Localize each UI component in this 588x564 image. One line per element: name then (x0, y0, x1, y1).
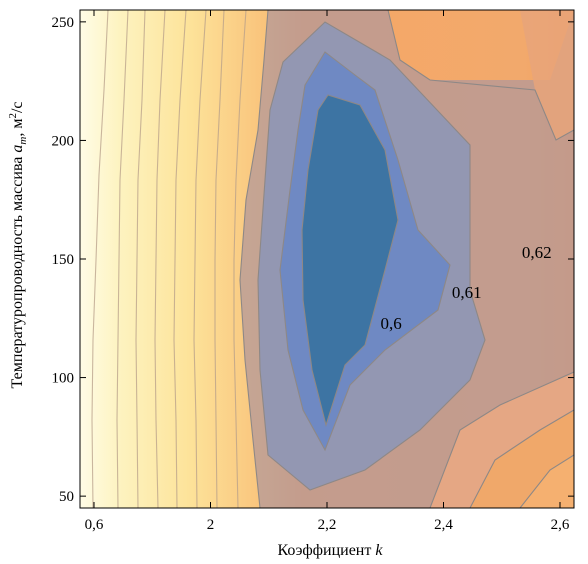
contour-label: 0,61 (452, 283, 482, 302)
y-tick-label: 250 (52, 15, 75, 31)
y-axis-title: Температуропроводность массива am, м2/с (7, 101, 29, 388)
x-tick-label: 0,6 (85, 517, 104, 533)
y-tick-label: 100 (52, 371, 75, 387)
x-tick-label: 2 (207, 517, 215, 533)
x-axis-title: Коэффициент k (278, 542, 384, 559)
x-tick-label: 2,4 (434, 517, 453, 533)
contour-label: 0,6 (380, 314, 401, 333)
plot-area: 0,6 0,61 0,62 0,63 (80, 10, 588, 508)
x-tick-label: 2,6 (551, 517, 570, 533)
x-tick-label: 2,2 (318, 517, 337, 533)
contour-label: 0,62 (522, 243, 552, 262)
y-tick-label: 200 (52, 133, 75, 149)
contour-label: 0,63 (580, 217, 588, 236)
y-tick-label: 50 (59, 489, 74, 505)
y-tick-label: 150 (52, 252, 75, 268)
